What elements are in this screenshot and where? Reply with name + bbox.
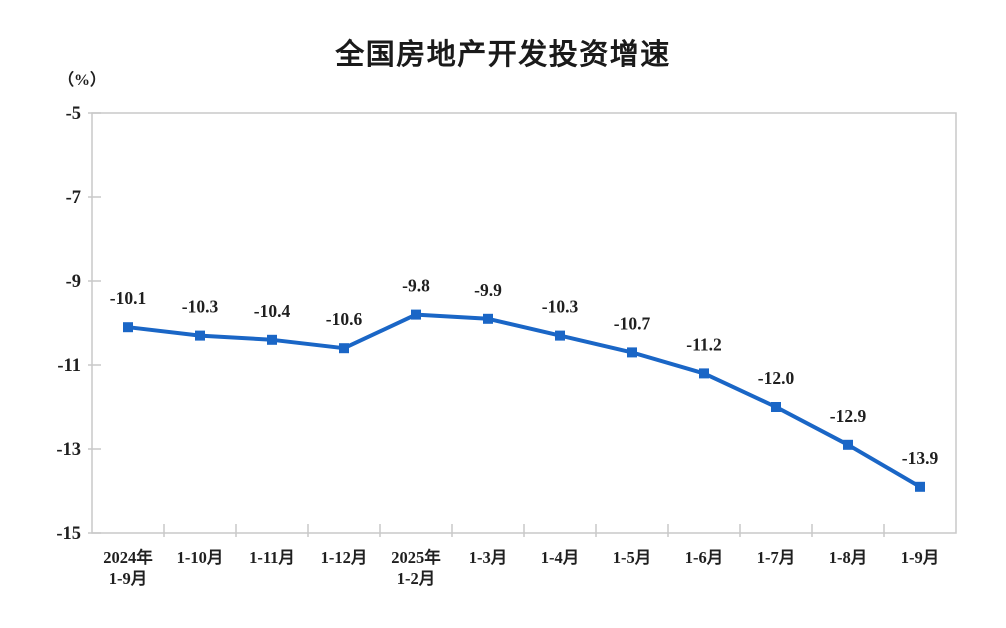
data-point-label: -10.3 [542,297,579,317]
data-point-marker [627,347,637,358]
data-point-label: -10.4 [254,301,291,321]
x-axis-label: 1-3月 [469,548,508,567]
y-tick-label: -9 [66,272,81,292]
y-tick-label: -11 [57,356,81,376]
x-axis-label: 1-5月 [613,548,652,567]
data-point-label: -10.1 [110,288,146,308]
y-tick-label: -13 [56,440,81,460]
data-point-label: -13.9 [902,448,939,468]
y-tick-label: -15 [56,524,81,544]
data-points [123,309,925,492]
x-axis-labels: 2024年 1-9月 1-10月 1-11月 1-12月 2025年 1-2月 1-3月 1-4… [103,547,939,588]
data-point-marker [843,439,853,450]
data-point-marker [195,330,205,341]
x-axis-label: 1-12月 [321,548,368,567]
x-axis-label: 1-4月 [541,548,580,567]
data-line [126,312,922,489]
data-point-label: -10.7 [614,313,651,333]
x-axis-label: 1-7月 [757,548,796,567]
x-axis-label: 2024年 1-9月 [103,547,153,588]
y-tick-label: -7 [66,188,81,208]
x-axis-label: 1-10月 [177,548,224,567]
x-axis-label: 1-9月 [901,548,940,567]
data-point-marker [123,322,133,333]
plot-border [91,112,957,534]
data-point-label: -12.0 [758,368,795,388]
x-axis-label: 1-8月 [829,548,868,567]
y-axis-labels: -5 -7 -9 -11 -13 -15 [56,104,81,544]
data-point-marker [483,313,493,324]
data-point-marker [411,309,421,320]
data-point-marker [267,334,277,345]
data-labels: -10.1 -10.3 -10.4 -10.6 -9.8 -9.9 -10.3 -10.7 -1… [110,276,939,468]
x-axis-ticks [163,524,885,537]
data-point-marker [339,343,349,354]
chart-title: 全国房地产开发投资增速 [335,39,671,71]
data-point-label: -10.6 [326,309,363,329]
x-axis-label: 1-11月 [249,548,295,567]
data-point-marker [555,330,565,341]
data-point-label: -9.9 [474,280,502,300]
data-point-label: -10.3 [182,297,219,317]
data-point-label: -11.2 [686,334,722,354]
data-point-label: -9.8 [402,276,430,296]
x-axis-label: 1-6月 [685,548,724,567]
x-axis-label: 2025年 1-2月 [391,547,441,588]
data-point-marker [915,481,925,492]
y-axis-ticks [88,112,101,534]
data-point-marker [699,368,709,379]
data-point-label: -12.9 [830,406,867,426]
data-point-marker [771,402,781,412]
y-tick-label: -5 [66,104,81,124]
y-axis-unit-label: （%） [58,72,107,89]
